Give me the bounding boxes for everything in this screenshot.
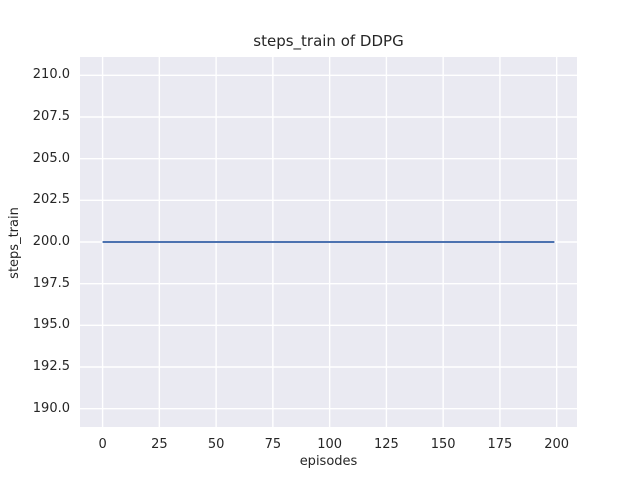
x-tick-label: 175 (487, 437, 513, 452)
y-tick-label: 190.0 (32, 400, 70, 416)
x-axis-label: episodes (299, 454, 358, 469)
x-tick-label: 200 (544, 437, 570, 452)
x-tick-label: 150 (430, 437, 456, 452)
y-tick-label: 210.0 (32, 67, 70, 83)
plot-area (80, 57, 577, 427)
chart-title: steps_train of DDPG (253, 32, 404, 50)
y-tick-label: 192.5 (32, 359, 70, 374)
x-tick-label: 75 (264, 437, 282, 452)
y-tick-label: 195.0 (32, 317, 70, 333)
x-tick-label: 25 (151, 437, 168, 452)
x-tick-label: 125 (373, 437, 399, 452)
y-tick-label: 207.5 (32, 109, 70, 124)
y-tick-label: 202.5 (32, 192, 70, 208)
y-tick-label: 200.0 (32, 234, 70, 249)
x-tick-label: 50 (207, 437, 225, 452)
y-tick-label: 205.0 (32, 150, 70, 166)
x-tick-label: 0 (98, 437, 107, 452)
y-tick-label: 197.5 (32, 275, 70, 291)
x-tick-label: 100 (317, 437, 343, 452)
line-plot-svg (80, 57, 577, 427)
